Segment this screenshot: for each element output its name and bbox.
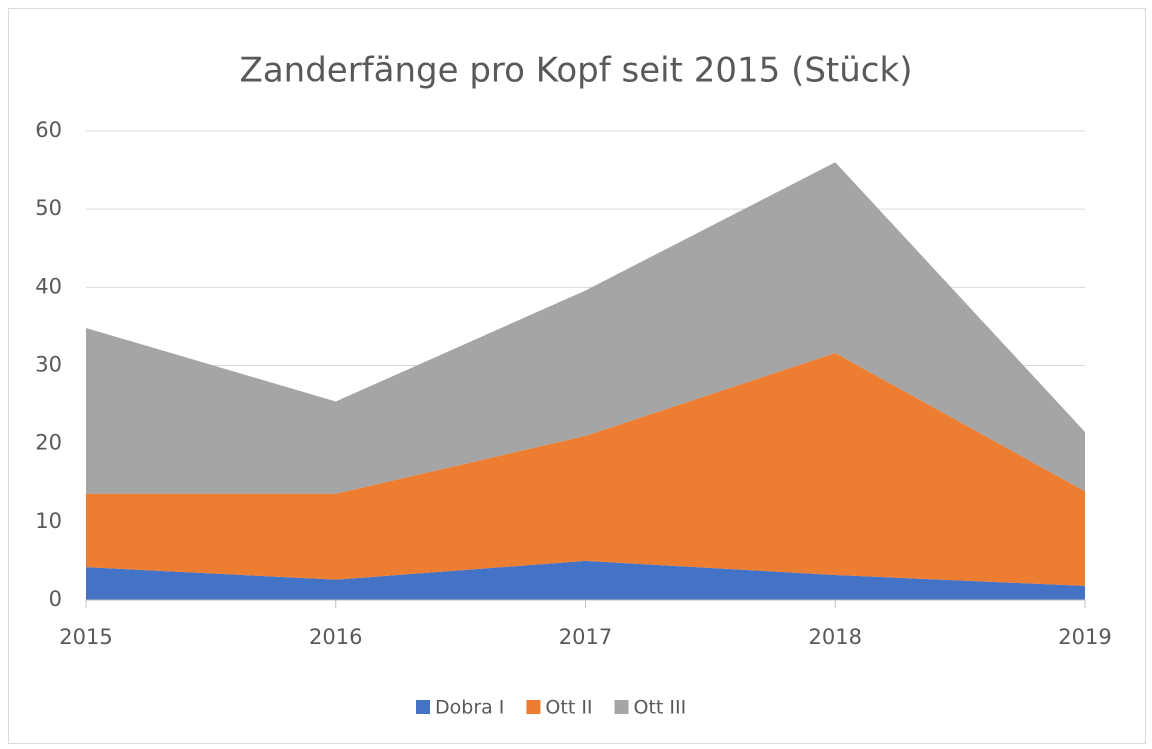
area (86, 560, 1085, 600)
x-tick-label: 2017 (559, 625, 612, 649)
legend-label: Dobra I (435, 697, 504, 719)
legend-label: Ott II (545, 697, 592, 719)
y-tick-label: 30 (35, 353, 62, 377)
y-tick-label: 60 (35, 118, 62, 142)
chart-title: Zanderfänge pro Kopf seit 2015 (Stück) (240, 51, 913, 91)
legend-label: Ott III (634, 697, 687, 719)
x-tick-label: 2016 (309, 625, 362, 649)
legend-swatch (526, 700, 541, 714)
y-tick-label: 40 (35, 274, 62, 298)
x-tick-label: 2015 (59, 625, 112, 649)
y-tick-label: 50 (35, 196, 62, 220)
legend-swatch (614, 700, 629, 714)
x-tick-label: 2018 (809, 625, 862, 649)
y-tick-label: 0 (49, 587, 62, 611)
y-tick-label: 20 (35, 431, 62, 455)
area (86, 162, 1085, 494)
area (86, 352, 1085, 586)
legend-swatch (416, 700, 430, 714)
x-tick-label: 2019 (1058, 625, 1111, 649)
y-tick-label: 10 (35, 509, 62, 533)
